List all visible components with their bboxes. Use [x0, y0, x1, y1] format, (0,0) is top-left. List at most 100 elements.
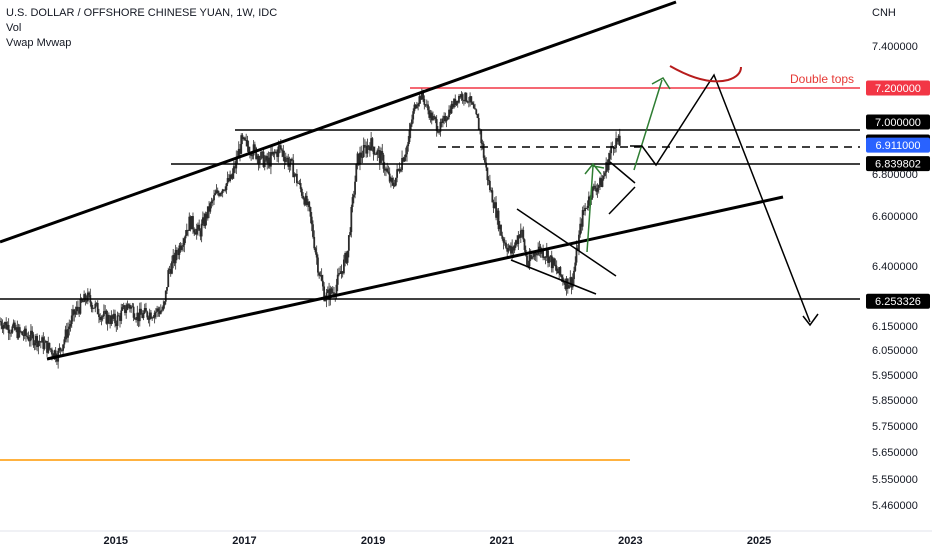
candle-body-363 [448, 109, 450, 118]
candle-body-132 [162, 305, 165, 310]
candle-body-64 [78, 309, 81, 314]
candle-body-323 [398, 169, 401, 172]
candle-body-410 [506, 247, 509, 252]
candle-body-95 [116, 315, 119, 326]
candle-body-436 [538, 246, 541, 250]
candle-body-419 [517, 235, 520, 244]
candle-body-215 [265, 156, 267, 161]
candle-body-442 [545, 250, 548, 257]
candle-body-347 [428, 110, 431, 118]
candle-body-343 [423, 98, 426, 105]
candle-body-60 [73, 309, 76, 315]
candle-body-439 [542, 249, 544, 258]
candle-body-4 [4, 322, 6, 325]
candle-body-102 [125, 309, 128, 313]
candle-body-485 [599, 178, 601, 186]
y-tick-label-11: 5.460000 [872, 500, 918, 512]
candle-body-62 [75, 306, 78, 312]
candle-body-145 [178, 245, 181, 255]
candle-body-195 [240, 135, 243, 154]
candle-body-385 [475, 109, 478, 115]
candle-body-120 [147, 317, 150, 320]
candle-body-332 [409, 124, 412, 131]
candle-body-119 [146, 311, 149, 318]
candle-body-24 [28, 340, 31, 342]
candle-body-248 [305, 195, 308, 206]
candle-body-150 [184, 235, 187, 239]
candle-body-417 [514, 240, 517, 246]
candle-body-465 [574, 262, 577, 271]
candle-body-443 [547, 250, 549, 263]
candle-body-256 [315, 252, 318, 258]
candle-body-344 [424, 104, 427, 106]
candle-body-46 [56, 359, 58, 362]
candle-body-106 [130, 306, 133, 309]
x-axis[interactable]: 2015 2017 2019 2021 2023 2025 [0, 530, 932, 547]
candle-body-370 [456, 100, 459, 103]
candle-body-429 [529, 255, 532, 259]
candle-body-297 [366, 145, 369, 154]
candle-body-78 [95, 302, 98, 304]
candle-body-233 [287, 157, 290, 167]
candle-body-486 [600, 178, 603, 187]
candle-body-162 [199, 230, 202, 237]
price-tag-0: 7.200000 [875, 83, 921, 95]
candle-body-22 [26, 335, 29, 337]
legend-vol[interactable]: Vol [6, 22, 22, 34]
candle-body-88 [107, 314, 110, 322]
candle-body-313 [386, 168, 389, 172]
candle-body-296 [365, 146, 368, 154]
candle-body-444 [548, 256, 551, 263]
y-axis[interactable]: CNH 7.400000 6.800000 6.600000 6.400000 6.15… [862, 0, 932, 531]
x-tick-label-2019: 2019 [361, 535, 385, 547]
candle-body-85 [104, 310, 107, 312]
candle-body-1 [0, 321, 3, 326]
candle-body-174 [214, 193, 217, 196]
candle-body-469 [579, 223, 582, 235]
candle-body-128 [157, 308, 160, 312]
y-tick-label-0: 7.400000 [872, 41, 918, 53]
legend-vwap[interactable]: Vwap Mvwap [6, 37, 72, 49]
candle-body-339 [418, 96, 421, 104]
candle-body-57 [69, 324, 72, 327]
candle-body-23 [27, 336, 30, 341]
candle-body-129 [158, 311, 161, 314]
candle-body-54 [65, 329, 68, 338]
candle-body-14 [16, 327, 19, 339]
candle-body-380 [469, 96, 471, 102]
candle-body-161 [198, 224, 201, 231]
candle-body-28 [33, 343, 36, 346]
candle-body-445 [549, 255, 552, 257]
candle-body-39 [47, 342, 50, 353]
candle-body-31 [37, 341, 40, 347]
candle-body-303 [373, 153, 376, 155]
candle-body-65 [79, 298, 82, 314]
candle-body-277 [341, 271, 344, 274]
candle-body-306 [377, 150, 380, 152]
candle-body-378 [466, 101, 469, 103]
candle-body-242 [298, 183, 301, 184]
legend-symbol[interactable]: U.S. DOLLAR / OFFSHORE CHINESE YUAN, 1W,… [6, 7, 278, 19]
candle-body-255 [314, 248, 317, 253]
candle-body-401 [495, 202, 497, 218]
candle-body-11 [12, 322, 15, 327]
candle-body-490 [605, 162, 608, 173]
candle-body-462 [570, 277, 573, 288]
candle-body-282 [347, 235, 350, 251]
x-tick-label-2015: 2015 [104, 535, 128, 547]
candle-body-8 [8, 332, 11, 334]
candle-body-245 [302, 195, 304, 199]
candle-body-183 [225, 183, 228, 191]
candle-body-479 [591, 186, 594, 198]
candle-body-144 [177, 254, 180, 256]
candle-body-77 [94, 303, 97, 309]
candle-body-168 [206, 206, 209, 219]
double-top-arc [669, 65, 742, 83]
candle-body-500 [617, 135, 620, 142]
candle-body-398 [491, 190, 494, 203]
candle-body-311 [383, 168, 386, 171]
candle-body-157 [193, 229, 196, 233]
candle-body-355 [438, 131, 441, 133]
candle-body-475 [586, 205, 589, 208]
